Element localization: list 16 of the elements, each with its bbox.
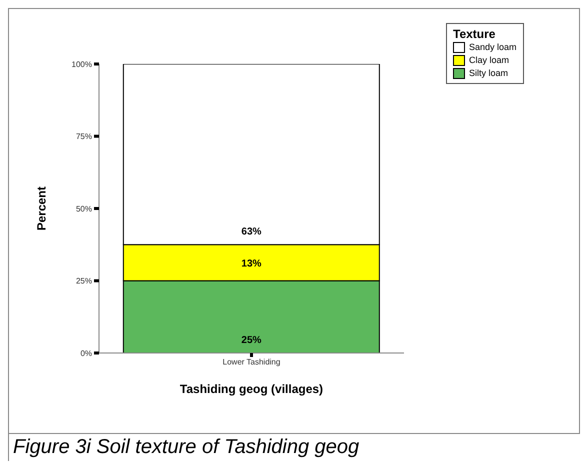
y-tick-label: 75% (76, 132, 92, 142)
legend-label: Silty loam (469, 67, 508, 80)
data-label: 13% (241, 258, 262, 270)
y-axis-title: Percent (34, 186, 48, 231)
data-label: 63% (241, 226, 262, 238)
legend-title: Texture (453, 27, 496, 41)
caption: Figure 3i Soil texture of Tashiding geog (8, 434, 580, 461)
y-tick-label: 0% (80, 348, 92, 358)
data-label: 25% (241, 335, 262, 346)
legend-label: Clay loam (469, 54, 510, 67)
y-tick-label: 100% (72, 60, 92, 69)
x-axis-title: Tashiding geog (villages) (180, 382, 324, 396)
x-tick-label: Lower Tashiding (222, 358, 280, 367)
y-tick-label: 25% (76, 276, 92, 286)
legend-label: Sandy loam (469, 41, 517, 54)
y-tick-label: 50% (76, 204, 92, 214)
